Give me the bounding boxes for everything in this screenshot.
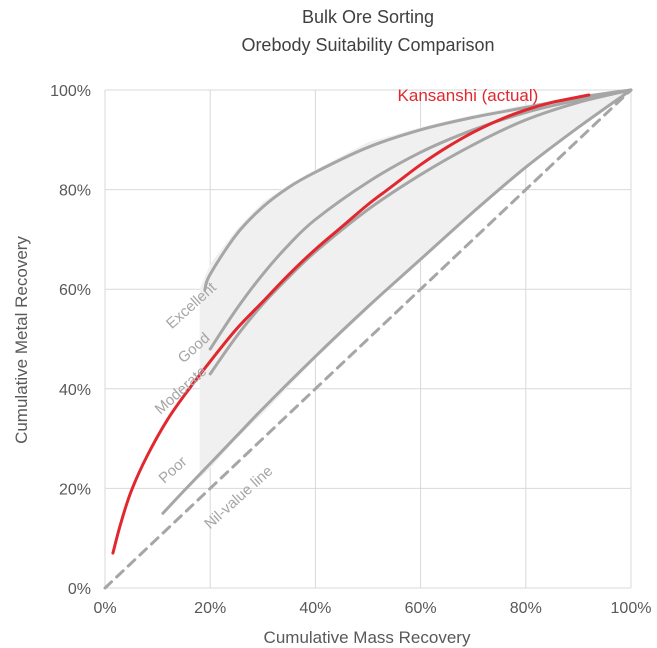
x-tick-label: 80% [510, 600, 542, 617]
x-tick-label: 100% [611, 600, 652, 617]
x-tick-label: 40% [299, 600, 331, 617]
series-line-nil-value-line [103, 88, 633, 590]
chart-subtitle: Orebody Suitability Comparison [241, 35, 494, 55]
series-label-kansanshi-actual: Kansanshi (actual) [398, 86, 539, 105]
x-tick-label: 60% [405, 600, 437, 617]
y-tick-label: 100% [50, 83, 91, 100]
x-tick-label: 0% [93, 600, 116, 617]
y-tick-label: 80% [59, 183, 91, 200]
series-line-excellent [203, 88, 633, 291]
axis-ticks: 0%0% 20% 20% 40% 40% 60% 60% 80% 80% 100% 100% [50, 83, 651, 617]
chart-title: Bulk Ore Sorting [302, 7, 434, 27]
series-line-good [208, 88, 633, 351]
series-label-poor: Poor [156, 453, 191, 487]
y-tick-label: 20% [59, 481, 91, 498]
y-axis-label: Cumulative Metal Recovery [12, 236, 31, 444]
series-line-kansanshi-actual [111, 93, 591, 555]
suitability-region [199, 90, 631, 479]
series-label-nil-value-line: Nil-value line [201, 462, 276, 532]
x-tick-label: 20% [194, 600, 226, 617]
y-tick-label: 60% [59, 282, 91, 299]
series-group [103, 88, 633, 590]
y-tick-label: 0% [68, 581, 91, 598]
y-tick-label: 40% [59, 382, 91, 399]
x-axis-label: Cumulative Mass Recovery [264, 628, 471, 647]
series-line-moderate [208, 88, 633, 376]
shaded-region [199, 90, 631, 479]
series-line-poor [161, 88, 633, 515]
